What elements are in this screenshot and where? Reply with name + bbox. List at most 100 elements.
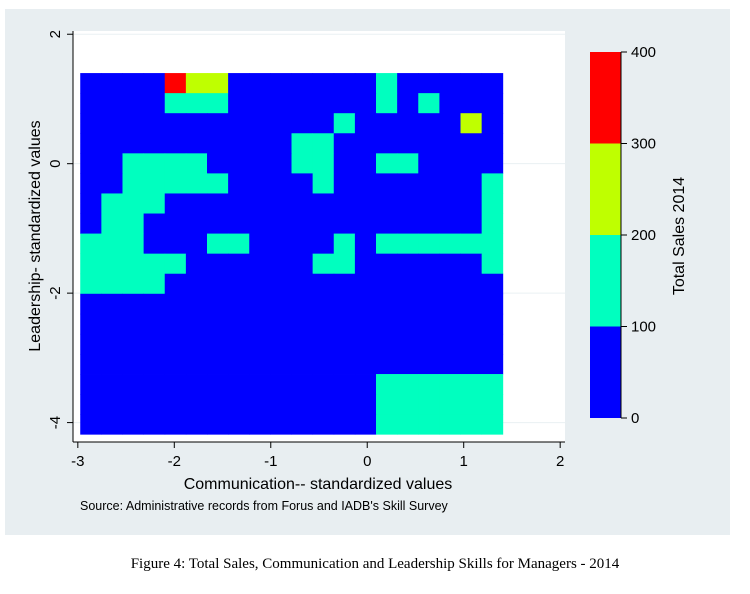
heatmap-cell bbox=[207, 273, 229, 295]
heatmap-cell bbox=[460, 353, 483, 375]
heatmap-cell bbox=[249, 333, 271, 355]
heatmap-cell bbox=[80, 353, 102, 375]
heatmap-cell bbox=[439, 333, 461, 355]
heatmap-cell bbox=[80, 153, 102, 174]
heatmap-cell bbox=[481, 173, 504, 194]
heatmap-cell bbox=[354, 193, 377, 214]
heatmap-cell bbox=[291, 353, 314, 375]
heatmap-cell bbox=[228, 414, 250, 435]
heatmap-cell bbox=[291, 374, 314, 395]
heatmap-cell bbox=[418, 113, 440, 134]
heatmap-cell bbox=[270, 313, 292, 335]
heatmap-cell bbox=[333, 353, 356, 375]
heatmap-cell bbox=[270, 233, 292, 255]
heatmap-cell bbox=[143, 233, 166, 255]
heatmap-cell bbox=[439, 253, 461, 275]
heatmap-cell bbox=[333, 293, 356, 315]
heatmap-cell bbox=[481, 414, 504, 435]
heatmap-cell bbox=[312, 93, 335, 114]
figure-caption: Figure 4: Total Sales, Communication and… bbox=[131, 556, 620, 572]
heatmap-cell bbox=[101, 333, 123, 355]
heatmap-cell bbox=[333, 193, 356, 214]
heatmap-cell bbox=[249, 73, 271, 94]
heatmap-cell bbox=[397, 133, 419, 154]
heatmap-cell bbox=[207, 353, 229, 375]
heatmap-cell bbox=[333, 333, 356, 355]
heatmap-cell bbox=[354, 73, 377, 94]
heatmap-cell bbox=[164, 133, 187, 154]
heatmap-cell bbox=[249, 153, 271, 174]
heatmap-cell bbox=[80, 273, 102, 295]
x-tick-label: -1 bbox=[264, 453, 277, 470]
heatmap-cell bbox=[122, 394, 145, 415]
heatmap-cell bbox=[333, 213, 356, 234]
heatmap-cell bbox=[207, 394, 229, 415]
heatmap-cell bbox=[101, 374, 123, 395]
heatmap-cell bbox=[291, 313, 314, 335]
heatmap-cell bbox=[80, 113, 102, 134]
heatmap-cell bbox=[354, 313, 377, 335]
heatmap-cell bbox=[164, 233, 187, 255]
heatmap-cell bbox=[418, 193, 440, 214]
heatmap-cell bbox=[312, 414, 335, 435]
heatmap-cell bbox=[460, 213, 483, 234]
heatmap-cell bbox=[80, 313, 102, 335]
heatmap-cell bbox=[376, 173, 398, 194]
heatmap-cell bbox=[481, 374, 504, 395]
heatmap-cell bbox=[101, 193, 123, 214]
heatmap-cell bbox=[481, 313, 504, 335]
heatmap-cell bbox=[376, 414, 398, 435]
heatmap-cell bbox=[333, 253, 356, 275]
heatmap-cell bbox=[228, 374, 250, 395]
colorbar-tick-label: 300 bbox=[631, 136, 656, 153]
heatmap-cell bbox=[143, 133, 166, 154]
heatmap-cell bbox=[249, 293, 271, 315]
heatmap-cell bbox=[101, 173, 123, 194]
heatmap-cell bbox=[249, 353, 271, 375]
heatmap-cell bbox=[228, 253, 250, 275]
heatmap-cell bbox=[185, 193, 208, 214]
heatmap-cell bbox=[80, 233, 102, 255]
heatmap-cell bbox=[228, 313, 250, 335]
heatmap-cell bbox=[143, 353, 166, 375]
heatmap-cell bbox=[185, 133, 208, 154]
heatmap-cell bbox=[291, 293, 314, 315]
heatmap-cell bbox=[439, 153, 461, 174]
heatmap-cell bbox=[312, 333, 335, 355]
heatmap-cell bbox=[228, 394, 250, 415]
heatmap-cell bbox=[122, 153, 145, 174]
heatmap-cell bbox=[249, 374, 271, 395]
heatmap-cell bbox=[207, 93, 229, 114]
heatmap-cell bbox=[207, 374, 229, 395]
heatmap-cell bbox=[333, 133, 356, 154]
heatmap-cell bbox=[185, 353, 208, 375]
colorbar-title: Total Sales 2014 bbox=[671, 177, 688, 295]
heatmap-cell bbox=[397, 374, 419, 395]
heatmap-cell bbox=[164, 213, 187, 234]
heatmap-cell bbox=[101, 73, 123, 94]
heatmap-cell bbox=[122, 333, 145, 355]
heatmap-cell bbox=[101, 273, 123, 295]
x-tick-label: -3 bbox=[71, 453, 84, 470]
heatmap-cell bbox=[228, 173, 250, 194]
heatmap-cell bbox=[164, 193, 187, 214]
heatmap-cell bbox=[228, 353, 250, 375]
heatmap-cell bbox=[185, 93, 208, 114]
heatmap-cell bbox=[80, 293, 102, 315]
heatmap-cell bbox=[439, 213, 461, 234]
heatmap-cell bbox=[270, 93, 292, 114]
heatmap-cell bbox=[481, 273, 504, 295]
heatmap-cell bbox=[418, 233, 440, 255]
heatmap-cell bbox=[185, 374, 208, 395]
heatmap-cell bbox=[418, 394, 440, 415]
heatmap-cell bbox=[460, 253, 483, 275]
heatmap-cell bbox=[101, 353, 123, 375]
heatmap-cell bbox=[164, 253, 187, 275]
heatmap-cell bbox=[354, 133, 377, 154]
heatmap-cell bbox=[228, 333, 250, 355]
heatmap-cell bbox=[333, 113, 356, 134]
heatmap-cell bbox=[418, 374, 440, 395]
heatmap-cell bbox=[481, 353, 504, 375]
heatmap-cell bbox=[249, 394, 271, 415]
heatmap-cell bbox=[481, 394, 504, 415]
